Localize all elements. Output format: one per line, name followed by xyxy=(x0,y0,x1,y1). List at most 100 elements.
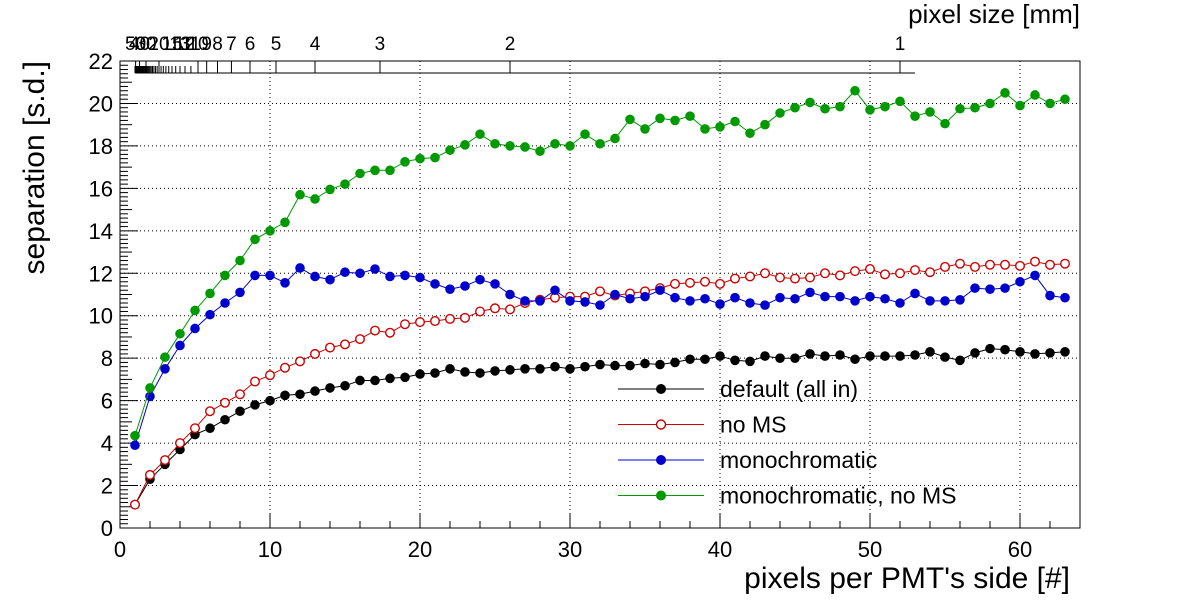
data-point xyxy=(385,165,395,176)
data-point xyxy=(475,306,486,317)
data-point xyxy=(730,355,740,366)
y-tick-label: 14 xyxy=(89,219,113,244)
top-tick-label: 11 xyxy=(181,34,201,55)
data-point xyxy=(640,291,650,302)
data-point xyxy=(910,350,920,360)
data-point xyxy=(370,165,380,176)
data-point xyxy=(655,285,665,296)
data-point xyxy=(760,300,770,310)
data-point xyxy=(430,152,440,163)
data-point xyxy=(730,273,741,284)
data-point xyxy=(790,273,801,284)
data-point xyxy=(205,288,215,299)
data-point xyxy=(400,270,410,281)
data-point xyxy=(220,270,230,281)
data-point xyxy=(595,359,605,370)
data-point xyxy=(985,284,995,294)
data-point xyxy=(565,363,575,374)
data-point xyxy=(805,272,816,283)
legend-marker xyxy=(656,384,666,394)
data-point xyxy=(1044,259,1055,270)
data-point xyxy=(280,278,290,288)
data-point xyxy=(715,278,726,289)
data-point xyxy=(355,375,365,386)
data-point xyxy=(175,340,185,351)
data-point xyxy=(850,296,860,306)
data-point xyxy=(460,367,470,377)
data-point xyxy=(940,261,951,272)
data-point xyxy=(325,184,335,195)
data-point xyxy=(745,271,756,282)
data-point xyxy=(700,354,710,365)
data-point xyxy=(685,354,695,365)
y-tick-label: 16 xyxy=(89,176,113,201)
top-tick-label: 30 xyxy=(135,34,156,55)
data-point xyxy=(760,119,770,130)
data-point xyxy=(625,114,635,125)
data-point xyxy=(550,138,560,149)
data-point xyxy=(610,360,620,371)
data-point xyxy=(400,372,410,383)
data-point xyxy=(385,271,395,282)
data-point xyxy=(895,351,905,361)
data-point xyxy=(790,353,800,363)
data-point xyxy=(505,304,516,315)
data-point xyxy=(895,268,906,279)
data-point xyxy=(790,102,800,113)
data-point xyxy=(895,96,905,107)
data-point xyxy=(1030,270,1040,281)
data-point xyxy=(295,189,305,200)
data-point xyxy=(1045,348,1055,358)
data-point xyxy=(550,361,560,372)
data-point xyxy=(175,328,185,339)
series-line xyxy=(134,261,1066,505)
data-point xyxy=(970,102,980,113)
data-point xyxy=(220,298,230,308)
data-point xyxy=(445,284,455,294)
data-point xyxy=(460,281,470,291)
data-point xyxy=(670,278,681,289)
data-point xyxy=(700,124,710,134)
data-point xyxy=(775,292,785,303)
data-point xyxy=(325,342,336,353)
data-point xyxy=(445,313,456,324)
x-tick-label: 50 xyxy=(858,537,882,562)
data-point xyxy=(160,363,170,374)
data-point xyxy=(460,140,470,150)
data-point xyxy=(820,268,831,279)
data-point xyxy=(925,347,935,357)
data-point xyxy=(835,291,845,302)
legend-label: monochromatic xyxy=(720,447,877,473)
data-point xyxy=(249,376,260,387)
data-point xyxy=(520,142,530,152)
y-tick-label: 22 xyxy=(89,49,113,74)
data-point xyxy=(430,316,441,327)
data-point xyxy=(865,351,875,361)
data-point xyxy=(355,334,366,345)
y-axis-title: separation [s.d.] xyxy=(18,61,51,274)
data-point xyxy=(370,264,380,274)
y-tick-label: 2 xyxy=(101,474,113,499)
data-point xyxy=(415,317,426,328)
data-point xyxy=(985,259,996,270)
data-point xyxy=(880,293,890,304)
data-point xyxy=(129,499,140,510)
data-point xyxy=(535,146,545,157)
legend-marker xyxy=(656,490,666,501)
data-point xyxy=(250,270,260,281)
data-point xyxy=(1060,292,1070,303)
top-tick-label: 12 xyxy=(174,34,195,55)
x-tick-label: 0 xyxy=(114,537,126,562)
legend-marker xyxy=(655,419,667,430)
top-tick-label: 5 xyxy=(271,34,282,55)
data-point xyxy=(565,296,575,306)
data-point xyxy=(910,111,920,121)
data-point xyxy=(340,339,351,350)
data-point xyxy=(565,141,575,151)
data-point xyxy=(955,295,965,305)
data-point xyxy=(985,98,995,109)
data-point xyxy=(805,287,815,298)
data-point xyxy=(805,349,815,359)
series-line xyxy=(134,348,1066,505)
series-1 xyxy=(129,256,1070,510)
